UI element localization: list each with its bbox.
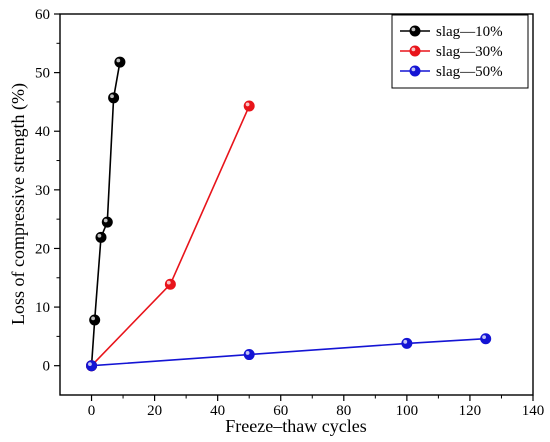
x-tick-label: 140 (522, 403, 545, 419)
x-tick-label: 80 (336, 403, 351, 419)
legend-marker (409, 45, 421, 57)
x-tick-label: 20 (147, 403, 162, 419)
x-tick-label: 60 (273, 403, 288, 419)
series-line-3 (91, 337, 486, 367)
axis-ticks (54, 13, 534, 401)
x-axis-title: Freeze–thaw cycles (225, 416, 366, 436)
series-points (86, 56, 492, 372)
data-point (480, 333, 492, 345)
x-tick-label: 100 (396, 403, 419, 419)
data-point (401, 337, 413, 349)
series-lines (90, 61, 486, 367)
y-tick-label: 40 (35, 124, 50, 140)
data-point (86, 360, 98, 372)
legend-label: slag—30% (436, 44, 503, 60)
y-tick-label: 10 (35, 300, 50, 316)
data-point (95, 231, 107, 243)
legend-marker (409, 65, 421, 77)
series-line-2 (90, 105, 250, 367)
data-point (108, 92, 120, 104)
data-point (164, 278, 176, 290)
x-tick-label: 120 (459, 403, 482, 419)
series-line-1 (90, 61, 121, 366)
data-point (243, 349, 255, 361)
legend-label: slag—50% (436, 64, 503, 80)
tick-labels: 0 20 40 60 80 100 120 140 0 10 20 30 40 50 60 (35, 7, 544, 419)
y-tick-label: 20 (35, 241, 50, 257)
legend-label: slag—10% (436, 24, 503, 40)
y-tick-label: 30 (35, 183, 50, 199)
y-tick-label: 0 (43, 359, 51, 375)
data-point (101, 216, 113, 228)
x-tick-label: 0 (88, 403, 96, 419)
y-tick-label: 60 (35, 7, 50, 23)
legend-marker (409, 25, 421, 37)
plot-frame (59, 13, 534, 396)
data-point (114, 56, 126, 68)
x-tick-label: 40 (210, 403, 225, 419)
data-point (243, 100, 255, 112)
y-axis-title: Loss of compressive strength (%) (8, 83, 29, 325)
legend: slag—10% slag—30% slag—50% (391, 14, 529, 89)
y-tick-label: 50 (35, 66, 50, 82)
data-point (89, 314, 101, 326)
